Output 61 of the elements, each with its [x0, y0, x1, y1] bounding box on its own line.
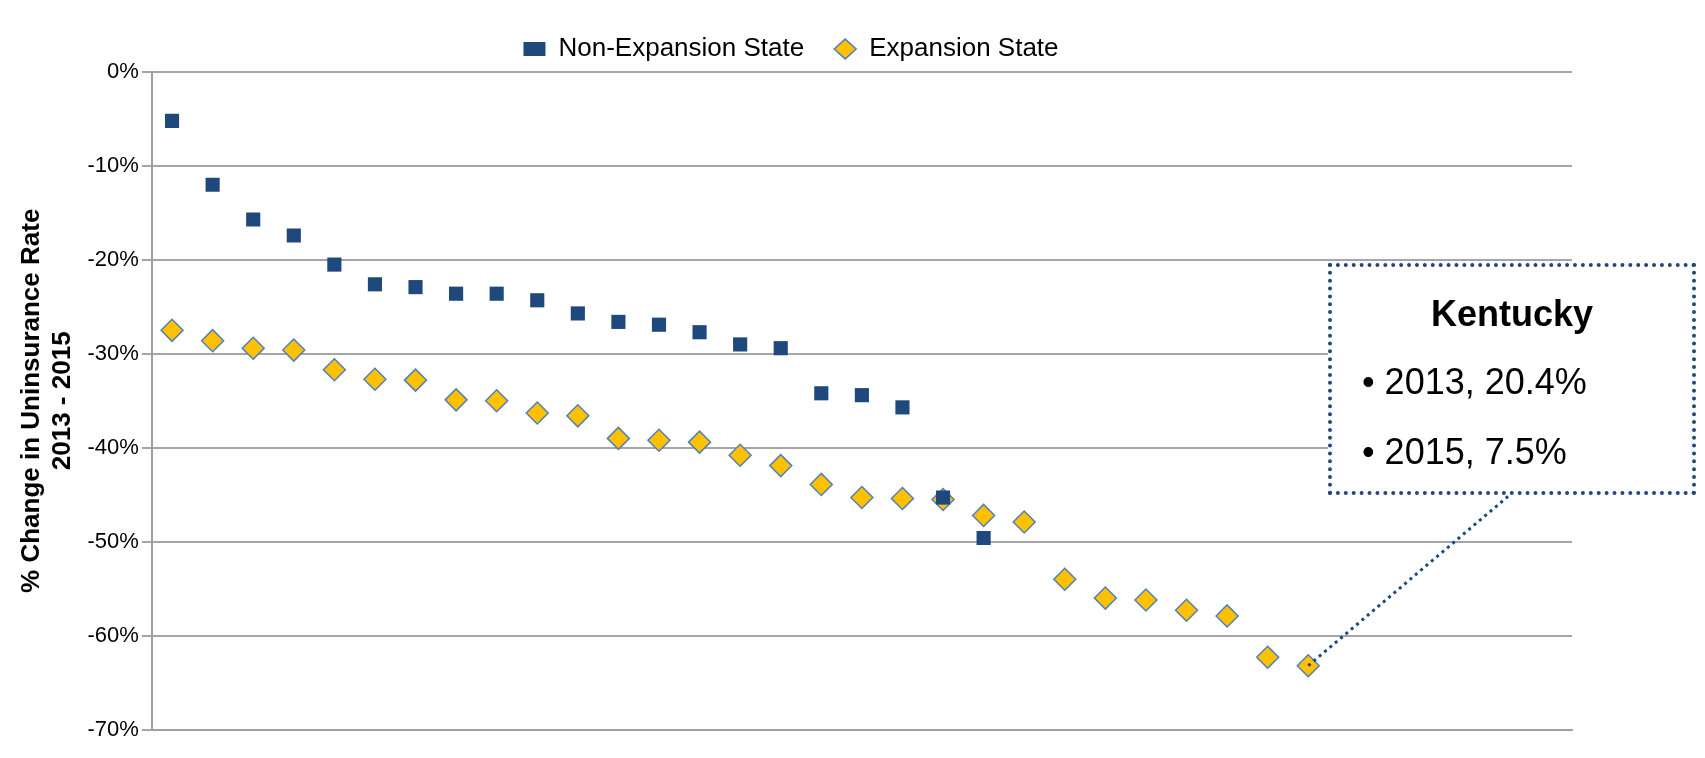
point — [241, 336, 265, 360]
y-tick-label: -10% — [87, 152, 139, 178]
point — [890, 486, 915, 511]
point — [1255, 645, 1280, 670]
point — [895, 400, 910, 415]
legend-label: Non-Expansion State — [558, 32, 805, 63]
point — [1296, 653, 1320, 678]
point — [327, 257, 342, 272]
point — [768, 453, 793, 478]
y-tick-label: -40% — [87, 433, 139, 459]
point — [525, 401, 549, 425]
point — [651, 317, 667, 332]
point — [647, 428, 671, 453]
point — [1134, 588, 1158, 612]
y-tick-label: -50% — [87, 527, 139, 553]
point — [850, 485, 874, 510]
point — [363, 367, 387, 391]
point — [246, 212, 261, 227]
annotation: Kentucky • 2013, 20.4% • 2015, 7.5% — [1361, 292, 1595, 474]
point — [854, 388, 869, 403]
point — [530, 293, 545, 308]
point — [444, 388, 468, 412]
point — [484, 389, 509, 413]
point — [286, 228, 301, 243]
y-tick-label: 0% — [106, 58, 139, 84]
point — [809, 472, 834, 497]
callout-box: Kentucky • 2013, 20.4% • 2015, 7.5% — [1328, 263, 1696, 495]
y-tick-label: -60% — [87, 621, 139, 647]
point — [606, 426, 631, 451]
point — [403, 368, 428, 392]
point — [1093, 586, 1118, 610]
point — [773, 341, 788, 356]
point — [1174, 598, 1199, 623]
point — [1215, 604, 1239, 628]
point — [282, 338, 306, 362]
y-tick-label: -30% — [87, 339, 139, 365]
point — [367, 277, 383, 292]
point — [687, 430, 712, 454]
point — [570, 306, 585, 321]
point — [200, 328, 225, 353]
y-tick-label: -70% — [87, 715, 139, 741]
point — [1053, 567, 1077, 592]
point — [971, 503, 996, 528]
y-axis-title: % Change in Uninsurance Rate 2013 - 2015 — [14, 208, 76, 593]
point — [728, 443, 752, 468]
point — [733, 337, 748, 352]
point — [160, 318, 184, 343]
point — [205, 177, 220, 192]
point — [164, 113, 180, 128]
y-tick-label: -20% — [87, 245, 139, 271]
point — [1012, 510, 1036, 534]
point — [322, 358, 347, 382]
point — [976, 530, 991, 546]
point — [449, 286, 464, 301]
legend-label: Expansion State — [869, 32, 1059, 63]
point — [692, 325, 707, 340]
point — [489, 286, 504, 301]
point — [611, 314, 626, 329]
point — [408, 280, 423, 295]
point — [566, 404, 590, 428]
point — [814, 386, 829, 401]
